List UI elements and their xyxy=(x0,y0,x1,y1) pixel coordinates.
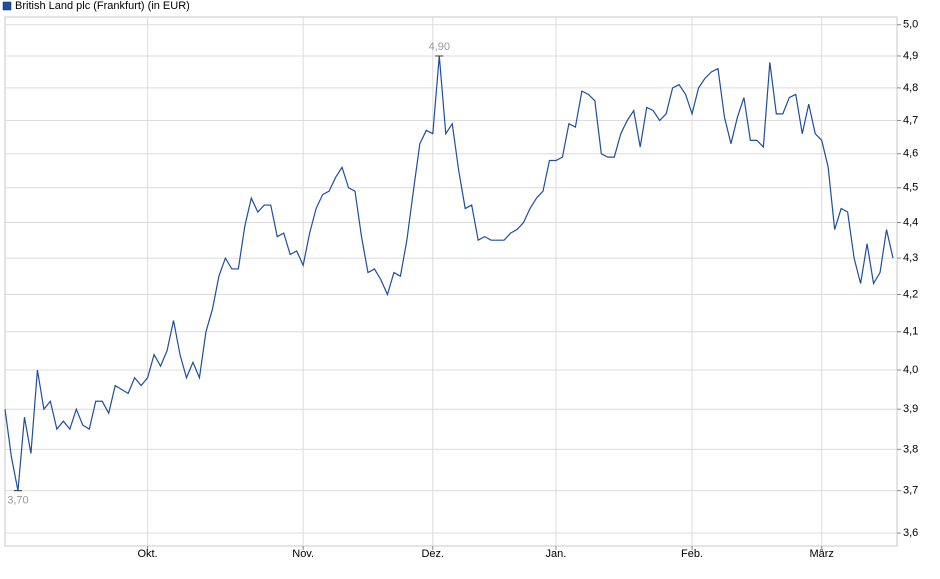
x-tick-label: Okt. xyxy=(138,548,158,560)
y-tick-label: 4,2 xyxy=(903,288,918,300)
y-tick-label: 4,6 xyxy=(903,148,918,160)
legend-label: British Land plc (Frankfurt) (in EUR) xyxy=(15,0,190,12)
value-label: 3,70 xyxy=(7,495,28,507)
y-tick-label: 4,8 xyxy=(903,82,918,94)
x-tick-label: Nov. xyxy=(292,548,314,560)
y-tick-label: 3,7 xyxy=(903,485,918,497)
x-tick-label: Dez. xyxy=(421,548,444,560)
y-tick-label: 5,0 xyxy=(903,19,918,31)
y-tick-label: 3,9 xyxy=(903,403,918,415)
legend-swatch xyxy=(2,1,12,11)
y-tick-label: 4,7 xyxy=(903,114,918,126)
y-tick-label: 4,3 xyxy=(903,252,918,264)
y-tick-label: 4,0 xyxy=(903,364,918,376)
data-line xyxy=(4,55,894,491)
y-tick-label: 4,1 xyxy=(903,326,918,338)
x-tick-label: Feb. xyxy=(681,548,703,560)
plot-area xyxy=(4,16,898,547)
x-tick-label: Jan. xyxy=(546,548,567,560)
y-tick-label: 3,6 xyxy=(903,527,918,539)
y-tick-label: 4,5 xyxy=(903,182,918,194)
y-tick-label: 4,9 xyxy=(903,50,918,62)
value-label: 4,90 xyxy=(429,41,450,53)
y-tick-label: 4,4 xyxy=(903,216,918,228)
x-tick-label: März xyxy=(809,548,833,560)
y-tick-label: 3,8 xyxy=(903,443,918,455)
